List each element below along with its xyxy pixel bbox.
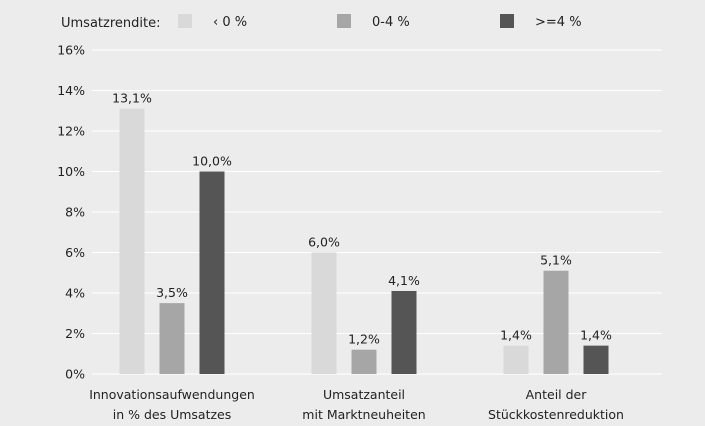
x-category-label: Innovationsaufwendungen [89,387,255,402]
data-label: 13,1% [112,91,152,106]
data-label: 4,1% [388,273,420,288]
legend: Umsatzrendite: ‹ 0 % 0-4 % >=4 % [61,14,582,31]
bar [391,290,417,374]
x-category-label: in % des Umsatzes [113,407,232,422]
x-category-label: Stückkostenreduktion [488,407,624,422]
y-axis: 0% 2% 4% 6% 8% 10% 12% 14% 16% [57,43,85,382]
y-tick-label: 16% [57,43,85,58]
legend-swatch [337,14,351,28]
y-tick-label: 8% [65,205,85,220]
data-label: 5,1% [540,253,572,268]
data-label: 1,4% [500,328,532,343]
bar [119,108,145,374]
bar [583,345,609,374]
bar [351,349,377,374]
y-tick-label: 0% [65,367,85,382]
y-tick-label: 12% [57,124,85,139]
data-label: 1,2% [348,332,380,347]
x-axis: Innovationsaufwendungen in % des Umsatzes… [89,387,624,422]
data-label: 6,0% [308,235,340,250]
x-category-label: Anteil der [526,387,588,402]
legend-swatch [178,14,192,28]
y-tick-label: 6% [65,245,85,260]
bar [311,252,337,374]
data-labels: 13,1% 6,0% 1,4% 3,5% 1,2% 5,1% 10,0% 4,1% 1,4% [112,91,612,347]
legend-swatch [500,14,514,28]
data-label: 10,0% [192,154,232,169]
legend-label: >=4 % [535,15,582,30]
y-tick-label: 10% [57,164,85,179]
bar [199,171,225,374]
legend-label: ‹ 0 % [213,15,247,30]
bar [159,303,185,374]
x-category-label: Umsatzanteil [323,387,405,402]
y-tick-label: 2% [65,326,85,341]
bar [543,270,569,374]
bars [119,108,609,374]
legend-label: 0-4 % [372,15,410,30]
y-tick-label: 14% [57,83,85,98]
legend-title: Umsatzrendite: [61,16,160,31]
data-label: 1,4% [580,328,612,343]
y-tick-label: 4% [65,286,85,301]
data-label: 3,5% [156,285,188,300]
bar [503,345,529,374]
gridlines [92,49,662,375]
x-category-label: mit Marktneuheiten [302,407,425,422]
